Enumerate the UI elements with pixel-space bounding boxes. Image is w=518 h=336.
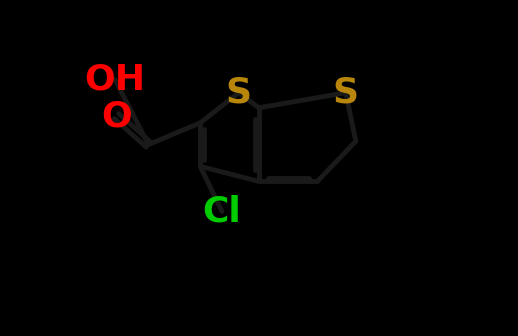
Text: Cl: Cl: [203, 195, 241, 228]
Text: O: O: [101, 99, 132, 133]
Text: OH: OH: [84, 62, 146, 96]
Text: S: S: [226, 76, 252, 110]
Text: S: S: [333, 76, 359, 110]
